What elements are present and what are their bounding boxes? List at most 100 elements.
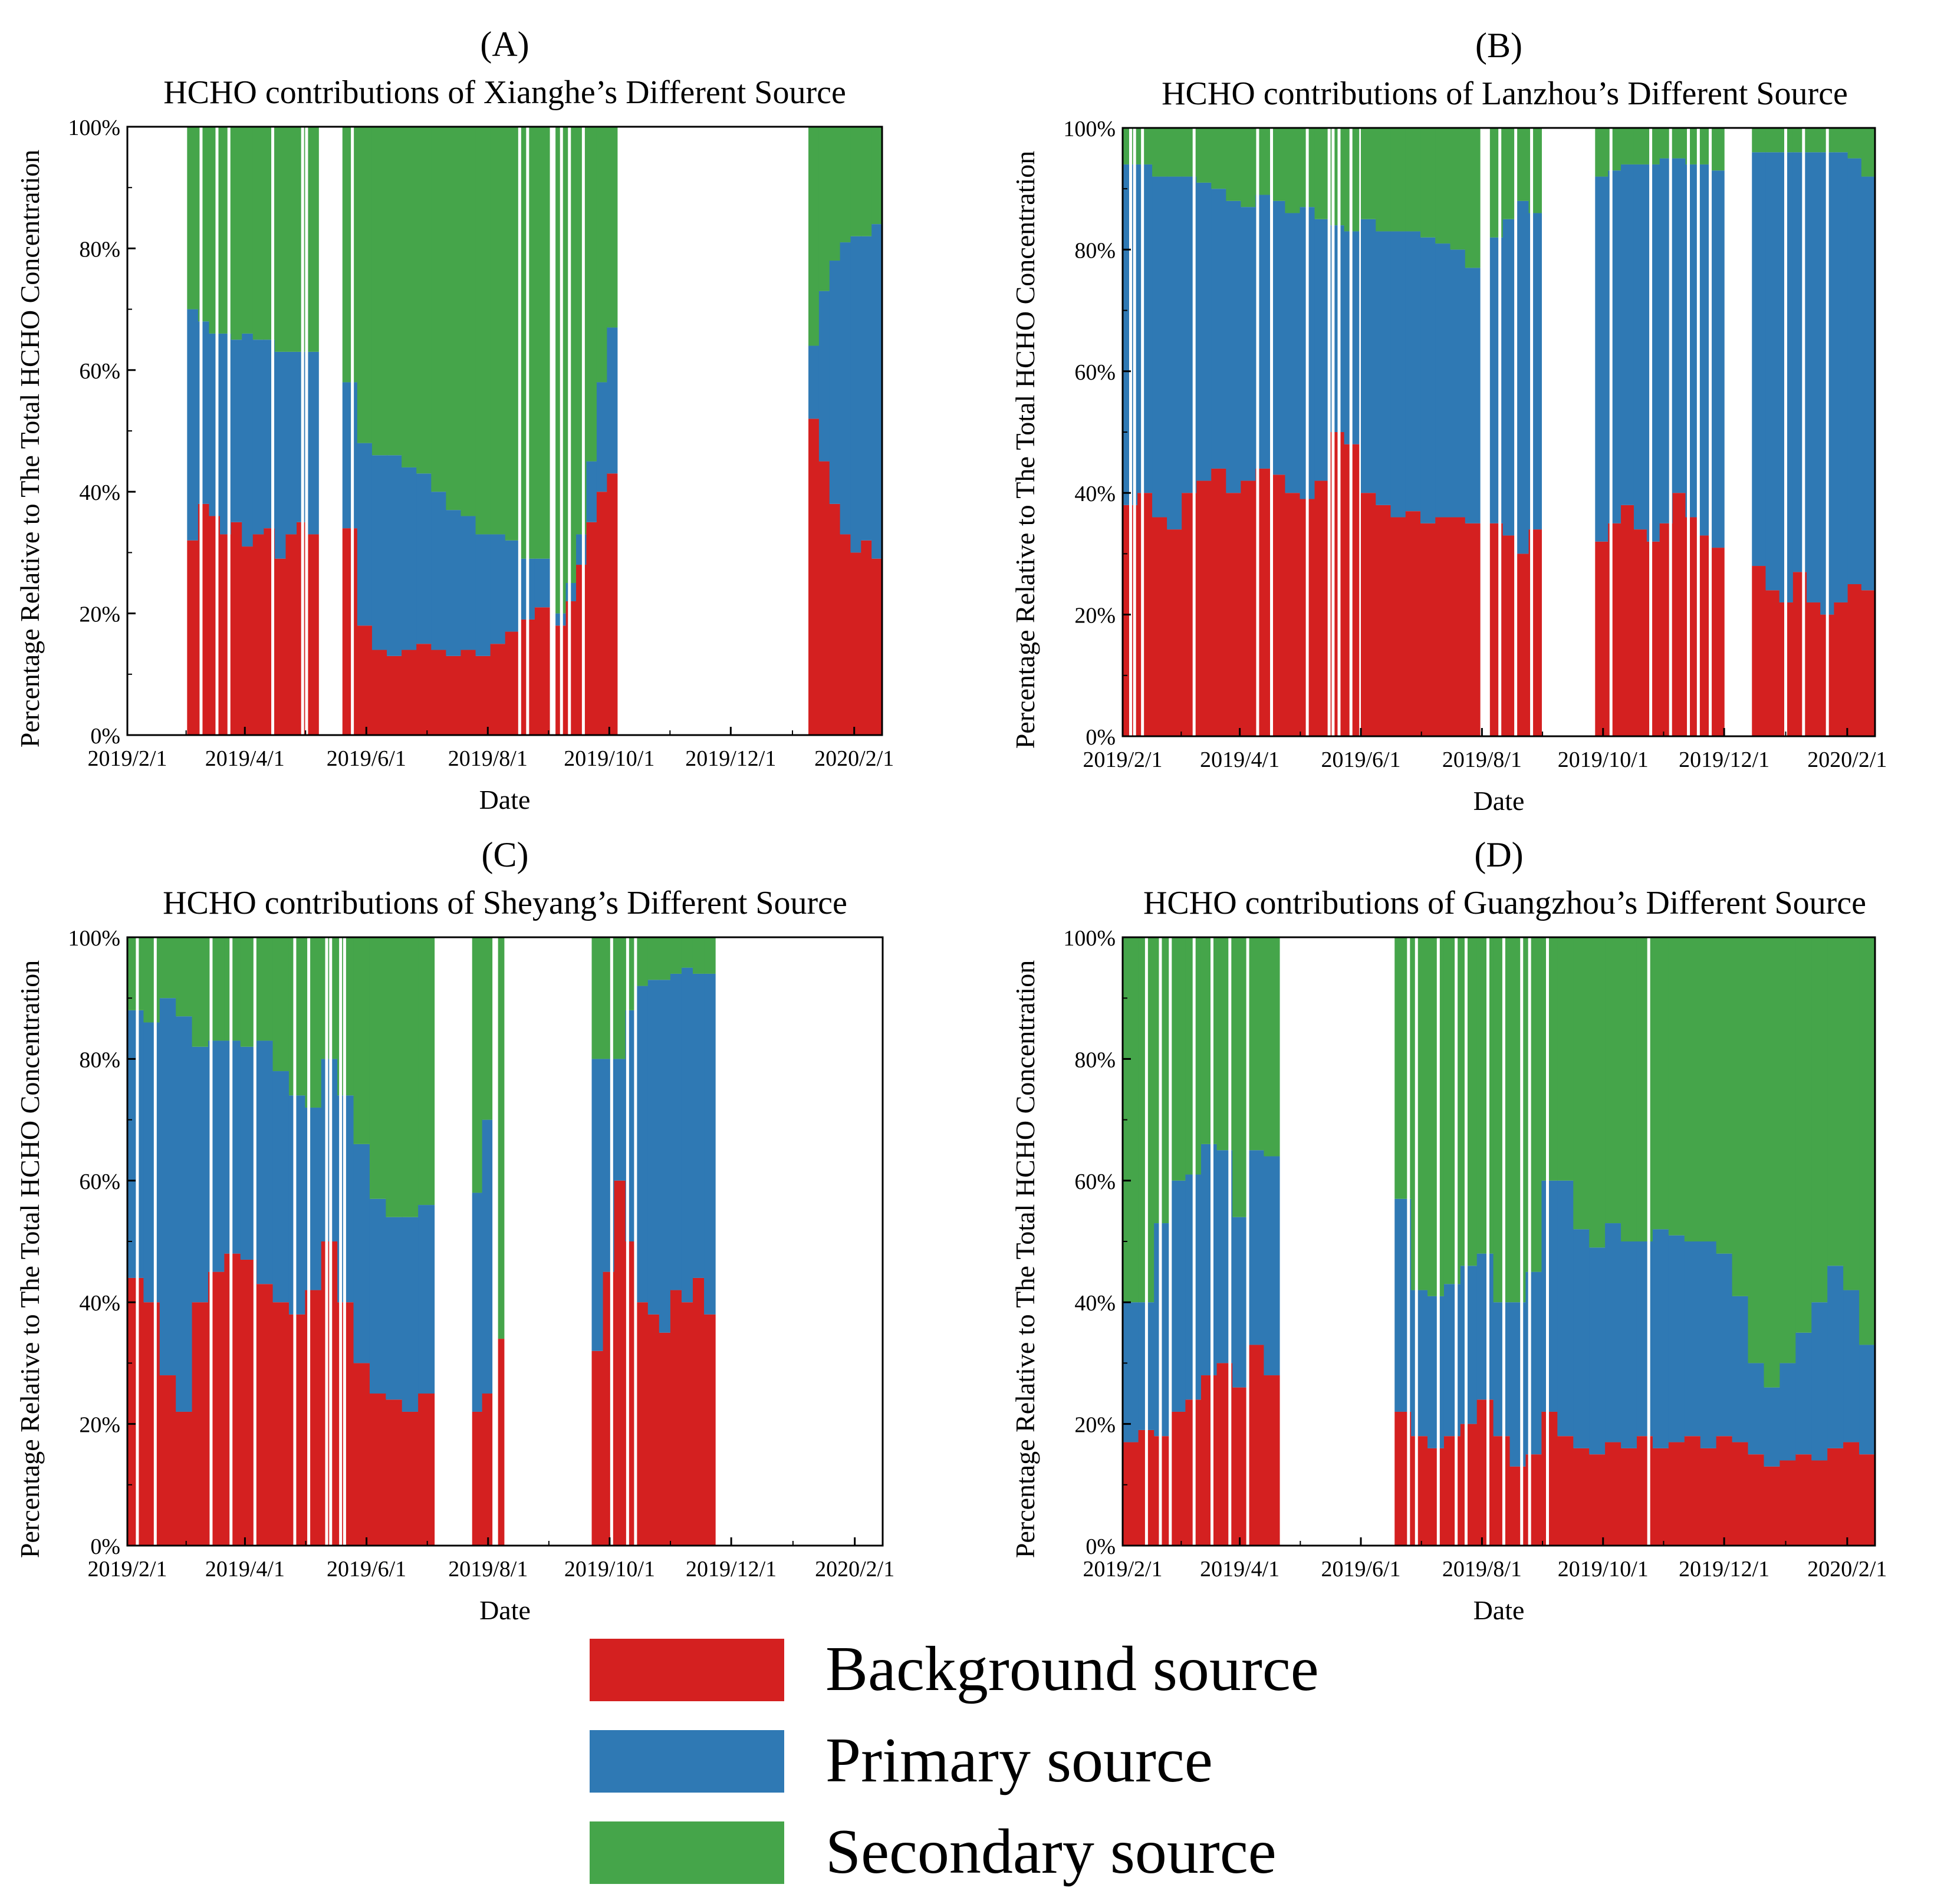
bar-d-background	[1525, 1454, 1542, 1546]
bar-b-secondary	[1698, 128, 1712, 164]
legend-label-primary: Primary source	[825, 1725, 1213, 1796]
bar-b-background	[1420, 523, 1436, 736]
bar-c-primary	[143, 1022, 160, 1303]
gap-a	[568, 127, 571, 735]
bar-b-secondary	[1595, 128, 1609, 177]
bar-b-background	[1435, 517, 1451, 736]
bar-c-secondary	[386, 937, 403, 1217]
bar-b-secondary	[1137, 128, 1153, 164]
bar-c-secondary	[369, 937, 386, 1199]
gap-b	[1530, 128, 1534, 736]
x-tick-label-a: 2019/6/1	[327, 746, 406, 771]
bar-c-background	[386, 1399, 403, 1546]
gap-b	[1709, 128, 1712, 736]
bar-a-primary	[818, 291, 830, 462]
x-tick-label-c: 2019/4/1	[205, 1557, 285, 1582]
bar-d-primary	[1169, 1180, 1186, 1412]
bar-d-background	[1248, 1345, 1264, 1546]
bar-d-primary	[1668, 1235, 1685, 1442]
bar-d-secondary	[1232, 937, 1249, 1217]
bar-b-primary	[1241, 207, 1256, 481]
bar-c-secondary	[692, 937, 705, 974]
bar-d-secondary	[1779, 937, 1796, 1363]
bar-b-secondary	[1633, 128, 1647, 164]
bar-c-primary	[636, 986, 649, 1303]
bar-b-primary	[1376, 231, 1392, 505]
bar-b-background	[1314, 480, 1330, 736]
bar-a-primary	[231, 340, 242, 522]
bar-c-primary	[472, 1193, 483, 1412]
bar-d-secondary	[1732, 937, 1749, 1296]
bar-c-background	[659, 1332, 671, 1546]
chart-a: 0% 20% 40% 60% 80% 100% 2019/2/1 2019/4/1 2019/6…	[15, 25, 894, 815]
bar-a-background	[209, 516, 221, 735]
bar-c-primary	[176, 1016, 193, 1412]
gap-b	[1256, 128, 1259, 736]
bar-d-secondary	[1716, 937, 1733, 1254]
gap-d	[1502, 937, 1505, 1546]
bar-a-secondary	[565, 127, 577, 583]
bar-a-secondary	[840, 127, 851, 243]
bar-b-primary	[1390, 231, 1406, 518]
bar-a-secondary	[576, 127, 587, 535]
x-axis-label-c: Date	[479, 1595, 531, 1625]
bar-b-secondary	[1241, 128, 1256, 207]
bar-d-background	[1605, 1442, 1621, 1546]
bar-d-background	[1668, 1442, 1685, 1546]
bar-b-secondary	[1405, 128, 1421, 232]
y-tick-label-b: 20%	[1074, 604, 1116, 628]
y-tick-label-c: 100%	[68, 926, 120, 951]
bar-a-background	[534, 607, 550, 735]
bar-d-secondary	[1684, 937, 1701, 1241]
gap-b	[1349, 128, 1353, 736]
bar-c-primary	[614, 1059, 626, 1181]
bar-d-background	[1748, 1454, 1765, 1546]
gap-a	[271, 127, 275, 735]
bar-d-background	[1684, 1436, 1701, 1546]
bar-c-primary	[692, 973, 705, 1278]
bar-b-secondary	[1861, 128, 1876, 177]
gap-b	[1669, 128, 1672, 736]
bar-a-primary	[829, 261, 841, 504]
bar-b-primary	[1196, 182, 1212, 481]
y-tick-label-a: 0%	[90, 724, 120, 749]
y-tick-label-a: 20%	[79, 602, 120, 627]
bar-a-background	[850, 552, 861, 735]
bar-d-primary	[1493, 1302, 1511, 1437]
x-tick-label-d: 2019/6/1	[1321, 1557, 1400, 1582]
bar-c-background	[418, 1394, 435, 1546]
bar-b-background	[1211, 468, 1226, 736]
bar-b-background	[1752, 566, 1767, 736]
bar-d-secondary	[1264, 937, 1280, 1157]
bar-c-primary	[482, 1119, 493, 1394]
bar-a-background	[342, 528, 358, 735]
bar-d-background	[1123, 1442, 1139, 1546]
gap-b	[1498, 128, 1502, 736]
gap-d	[1228, 937, 1232, 1546]
bar-b-background	[1515, 554, 1529, 736]
bar-d-secondary	[1573, 937, 1590, 1230]
y-tick-label-b: 80%	[1074, 238, 1116, 263]
y-tick-label-d: 80%	[1074, 1047, 1116, 1072]
bar-a-secondary	[342, 127, 358, 383]
bar-d-secondary	[1859, 937, 1876, 1345]
bar-b-background	[1196, 480, 1212, 736]
bar-d-primary	[1248, 1150, 1264, 1345]
bar-a-primary	[840, 242, 851, 535]
bar-a-secondary	[252, 127, 264, 340]
bar-b-primary	[1515, 200, 1529, 554]
bar-d-primary	[1154, 1223, 1170, 1437]
x-tick-label-b: 2019/8/1	[1442, 747, 1522, 772]
bar-d-background	[1509, 1466, 1527, 1546]
bar-c-secondary	[353, 937, 370, 1144]
bar-d-background	[1716, 1436, 1733, 1546]
gap-a	[215, 127, 219, 735]
bar-b-primary	[1711, 170, 1725, 548]
bar-a-background	[446, 655, 462, 735]
legend: Background source Primary source Seconda…	[590, 1634, 1533, 1898]
bar-b-primary	[1834, 152, 1848, 602]
y-tick-label-b: 40%	[1074, 482, 1116, 506]
x-tick-label-c: 2019/12/1	[686, 1557, 777, 1582]
gap-b	[1129, 128, 1132, 736]
bar-a-secondary	[818, 127, 830, 291]
